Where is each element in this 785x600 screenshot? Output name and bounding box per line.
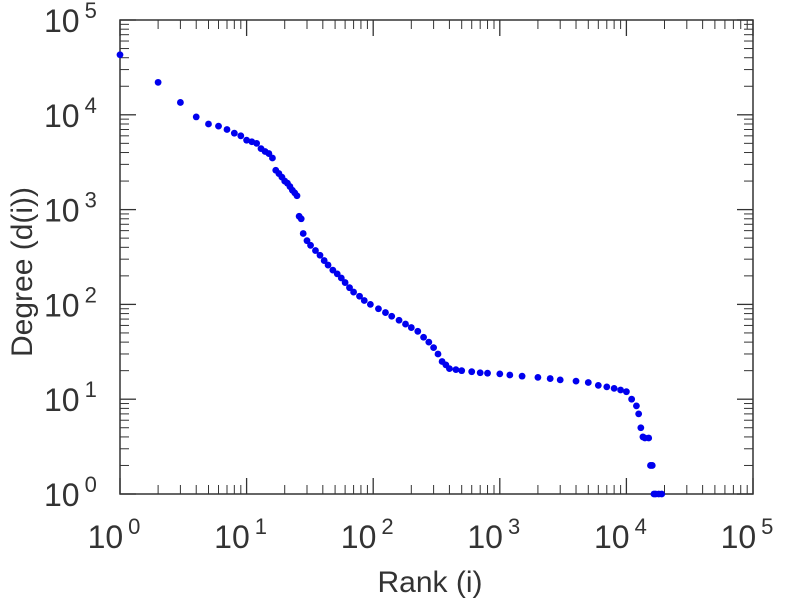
y-tick-label: 10 3 — [44, 188, 97, 229]
data-point — [324, 261, 332, 269]
data-point — [192, 113, 200, 121]
y-tick-label: 10 5 — [44, 0, 97, 39]
data-point — [594, 381, 602, 389]
data-point — [299, 230, 307, 237]
data-point — [337, 274, 345, 282]
data-point — [534, 373, 542, 381]
data-point — [307, 241, 314, 249]
major-ticks — [119, 19, 754, 495]
data-point — [430, 344, 438, 352]
data-point — [446, 365, 453, 373]
data-point — [341, 279, 349, 286]
data-point — [205, 120, 212, 128]
data-point — [360, 297, 368, 304]
data-point — [243, 136, 251, 144]
data-point — [356, 292, 363, 300]
y-tick-label: 10 2 — [44, 282, 97, 323]
y-tick-label: 10 1 — [44, 377, 97, 418]
data-point — [303, 237, 311, 245]
data-point — [518, 372, 526, 380]
data-point — [496, 370, 504, 378]
data-point — [116, 51, 124, 59]
x-tick-label: 10 1 — [214, 514, 267, 555]
y-tick-label: 10 4 — [44, 93, 97, 134]
data-point — [177, 99, 184, 106]
data-point — [154, 78, 162, 86]
data-point — [584, 379, 592, 386]
data-point — [623, 388, 630, 396]
data-point — [648, 462, 656, 469]
data-point — [316, 251, 324, 259]
x-tick-label: 10 5 — [721, 514, 774, 555]
x-tick-label: 10 0 — [88, 514, 141, 555]
data-point — [366, 301, 374, 308]
plot-area — [119, 19, 754, 495]
data-points — [116, 51, 666, 498]
data-point — [223, 126, 231, 133]
data-point — [610, 384, 618, 392]
data-point — [420, 333, 427, 341]
data-point — [215, 122, 222, 130]
data-point — [546, 375, 554, 382]
data-point — [635, 410, 643, 418]
x-tick-label: 10 3 — [467, 514, 520, 555]
data-point — [506, 371, 514, 379]
data-point — [468, 368, 476, 376]
x-axis-title: Rank (i) — [377, 566, 482, 599]
data-point — [293, 192, 301, 200]
data-point — [633, 402, 640, 410]
data-point — [237, 132, 245, 140]
data-point — [402, 320, 409, 328]
data-point — [388, 312, 396, 320]
data-point — [375, 305, 382, 313]
data-point — [346, 284, 353, 292]
data-point — [297, 215, 305, 223]
data-point — [269, 154, 276, 162]
data-point — [458, 367, 466, 375]
data-point — [628, 395, 636, 403]
x-tick-label: 10 4 — [594, 514, 647, 555]
x-tick-labels: 10 0 10 1 10 2 10 3 10 4 10 5 — [88, 514, 774, 555]
data-point — [645, 434, 653, 442]
y-axis-title: Degree (d(i)) — [6, 187, 39, 357]
data-point — [382, 309, 389, 316]
data-point — [350, 288, 357, 296]
data-point — [407, 324, 415, 331]
data-point — [572, 377, 580, 385]
data-point — [617, 386, 625, 394]
data-point — [637, 424, 645, 432]
data-point — [484, 369, 491, 377]
data-point — [320, 257, 328, 264]
data-point — [452, 366, 460, 374]
data-point — [476, 369, 484, 377]
data-point — [395, 316, 403, 324]
data-point — [425, 338, 433, 346]
data-point — [253, 139, 261, 147]
data-point — [556, 376, 564, 384]
data-point — [230, 129, 238, 137]
data-point — [658, 490, 666, 498]
data-point — [434, 350, 442, 358]
minor-ticks — [120, 20, 753, 494]
x-tick-label: 10 2 — [341, 514, 394, 555]
data-point — [603, 383, 611, 391]
data-point — [312, 247, 319, 254]
y-tick-label: 10 0 — [44, 472, 97, 513]
data-point — [414, 327, 422, 335]
